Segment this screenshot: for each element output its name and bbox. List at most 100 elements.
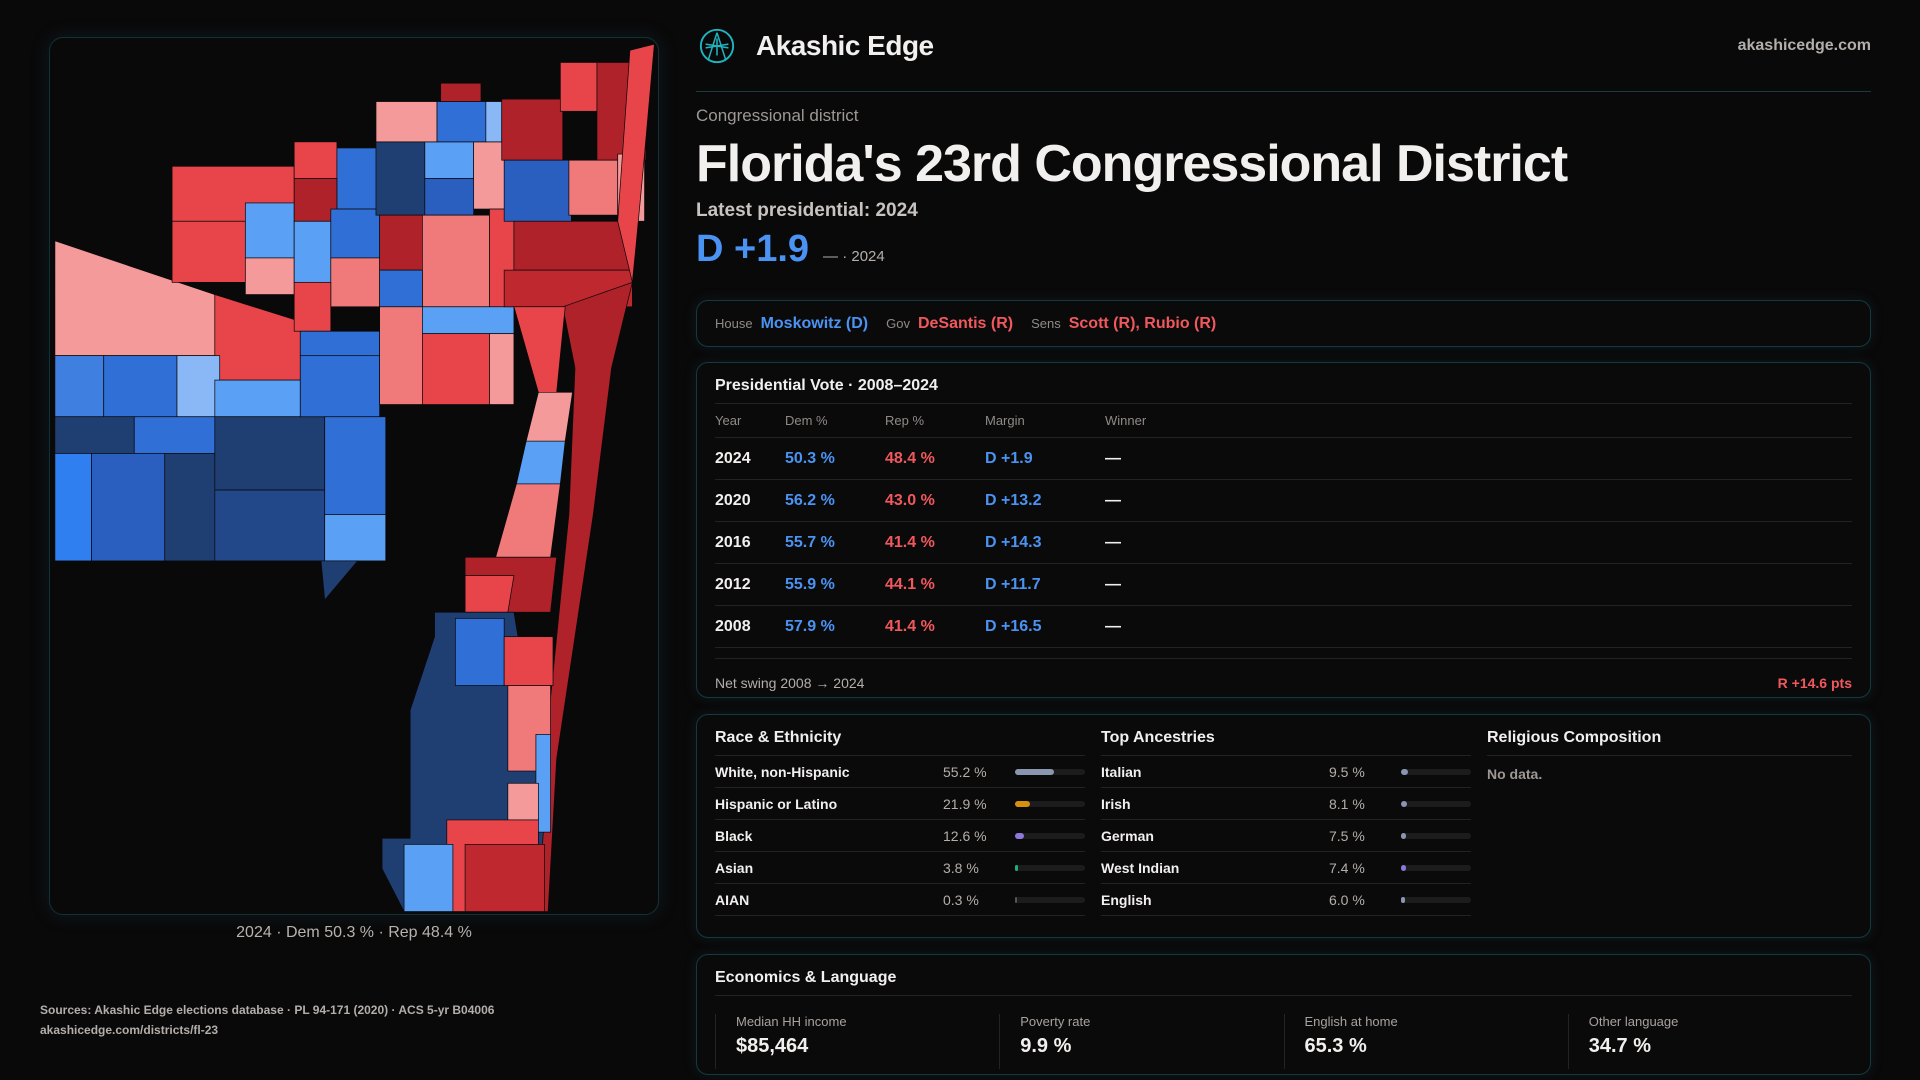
precincts xyxy=(54,43,655,912)
list-item: Asian 3.8 % xyxy=(715,852,1085,884)
cell-margin: D +13.2 xyxy=(985,491,1042,509)
item-label: Hispanic or Latino xyxy=(715,795,838,812)
cell-dem: 56.2 % xyxy=(785,491,835,509)
cell-winner: — xyxy=(1105,575,1121,593)
official-senators: Scott (R), Rubio (R) xyxy=(1068,314,1217,332)
table-row: 2016 55.7 % 41.4 % D +14.3 — xyxy=(715,522,1852,564)
bar-fill xyxy=(1015,864,1018,871)
header: Akashic Edge akashicedge.com xyxy=(696,0,1871,92)
sources-footer: Sources: Akashic Edge elections database… xyxy=(40,1000,680,1040)
bar-fill xyxy=(1015,896,1017,903)
bar-track xyxy=(1401,768,1471,775)
cell-dem: 50.3 % xyxy=(785,449,835,467)
bar-track xyxy=(1401,896,1471,903)
page-kicker: Congressional district xyxy=(696,106,859,125)
district-detail: Akashic Edge akashicedge.com Congression… xyxy=(696,0,1871,1075)
table-row: 2020 56.2 % 43.0 % D +13.2 — xyxy=(715,480,1852,522)
bar-fill xyxy=(1015,800,1031,807)
cell-margin: D +1.9 xyxy=(985,449,1033,467)
cell-margin: D +16.5 xyxy=(985,617,1042,635)
cell-rep: 48.4 % xyxy=(885,449,935,467)
sources-text: Sources: Akashic Edge elections database… xyxy=(40,1003,495,1017)
list-item: AIAN 0.3 % xyxy=(715,884,1085,916)
item-label: Asian xyxy=(715,859,754,876)
stat-tile: Other language 34.7 % xyxy=(1567,1014,1852,1069)
section-title: Top Ancestries xyxy=(1101,715,1471,756)
item-percent: 55.2 % xyxy=(943,763,987,780)
officials-bar: House Moskowitz (D) Gov DeSantis (R) Sen… xyxy=(696,300,1871,347)
latest-presidential: Latest presidential: 2024 xyxy=(696,200,918,221)
cell-dem: 55.7 % xyxy=(785,533,835,551)
item-label: Irish xyxy=(1101,795,1131,812)
page-title: Florida's 23rd Congressional District xyxy=(696,135,1568,193)
akashic-logo-icon xyxy=(699,28,735,63)
item-percent: 21.9 % xyxy=(943,795,987,812)
official-governor: DeSantis (R) xyxy=(917,314,1014,332)
race-section: Race & Ethnicity White, non-Hispanic 55.2… xyxy=(715,715,1085,937)
bar-fill xyxy=(1401,768,1408,775)
net-swing-value: R +14.6 pts xyxy=(1777,675,1852,691)
item-label: Black xyxy=(715,827,753,844)
stat-label: Median HH income xyxy=(736,1014,847,1029)
stat-label: Other language xyxy=(1588,1014,1679,1029)
list-item: English 6.0 % xyxy=(1101,884,1471,916)
official-label: House xyxy=(715,316,753,331)
section-title: Religious Composition xyxy=(1487,715,1852,756)
cell-rep: 41.4 % xyxy=(885,533,935,551)
item-percent: 0.3 % xyxy=(943,891,979,908)
item-label: English xyxy=(1101,891,1152,908)
card-title: Economics & Language xyxy=(715,955,1852,996)
cell-year: 2024 xyxy=(715,449,751,467)
bar-track xyxy=(1015,896,1085,903)
stat-tile: Poverty rate 9.9 % xyxy=(999,1014,1283,1069)
stat-value: 9.9 % xyxy=(1020,1035,1072,1057)
district-url[interactable]: akashicedge.com/districts/fl-23 xyxy=(40,1023,219,1037)
demographics-card: Race & Ethnicity White, non-Hispanic 55.2… xyxy=(696,714,1871,938)
bar-track xyxy=(1401,864,1471,871)
district-map[interactable] xyxy=(49,37,659,915)
list-item: Irish 8.1 % xyxy=(1101,788,1471,820)
cell-winner: — xyxy=(1105,491,1121,509)
table-row: 2008 57.9 % 41.4 % D +16.5 — xyxy=(715,606,1852,648)
stat-tile: Median HH income $85,464 xyxy=(715,1014,999,1069)
cell-winner: — xyxy=(1105,449,1121,467)
cell-rep: 43.0 % xyxy=(885,491,935,509)
item-percent: 6.0 % xyxy=(1329,891,1365,908)
item-label: AIAN xyxy=(715,891,750,908)
item-label: West Indian xyxy=(1101,859,1180,876)
cell-year: 2008 xyxy=(715,617,751,635)
stat-label: Poverty rate xyxy=(1020,1014,1091,1029)
cell-year: 2012 xyxy=(715,575,751,593)
religion-section: Religious Composition No data. xyxy=(1487,715,1852,937)
list-item: White, non-Hispanic 55.2 % xyxy=(715,756,1085,788)
item-percent: 8.1 % xyxy=(1329,795,1365,812)
cell-rep: 41.4 % xyxy=(885,617,935,635)
cell-year: 2020 xyxy=(715,491,751,509)
section-title: Race & Ethnicity xyxy=(715,715,1085,756)
column-header: Rep % xyxy=(885,413,925,428)
official-house: Moskowitz (D) xyxy=(760,314,869,332)
item-percent: 3.8 % xyxy=(943,859,979,876)
bar-fill xyxy=(1401,832,1407,839)
bar-fill xyxy=(1015,768,1054,775)
table-header: Year Dem % Rep % Margin Winner xyxy=(715,404,1852,438)
net-swing-label: Net swing 2008 → 2024 xyxy=(715,675,865,691)
bar-track xyxy=(1401,832,1471,839)
bar-fill xyxy=(1015,832,1024,839)
table-row: 2024 50.3 % 48.4 % D +1.9 — xyxy=(715,438,1852,480)
item-label: German xyxy=(1101,827,1154,844)
bar-track xyxy=(1015,832,1085,839)
cell-dem: 55.9 % xyxy=(785,575,835,593)
no-data-text: No data. xyxy=(1487,766,1543,782)
cell-rep: 44.1 % xyxy=(885,575,935,593)
official-label: Gov xyxy=(886,316,910,331)
bar-fill xyxy=(1401,800,1407,807)
site-link[interactable]: akashicedge.com xyxy=(1737,36,1871,54)
item-percent: 7.5 % xyxy=(1329,827,1365,844)
bar-fill xyxy=(1401,896,1406,903)
card-title: Presidential Vote · 2008–2024 xyxy=(715,363,1852,404)
presidential-vote-card: Presidential Vote · 2008–2024 Year Dem %… xyxy=(696,362,1871,698)
latest-margin-sub: — · 2024 xyxy=(823,248,885,265)
cell-winner: — xyxy=(1105,617,1121,635)
cell-year: 2016 xyxy=(715,533,751,551)
